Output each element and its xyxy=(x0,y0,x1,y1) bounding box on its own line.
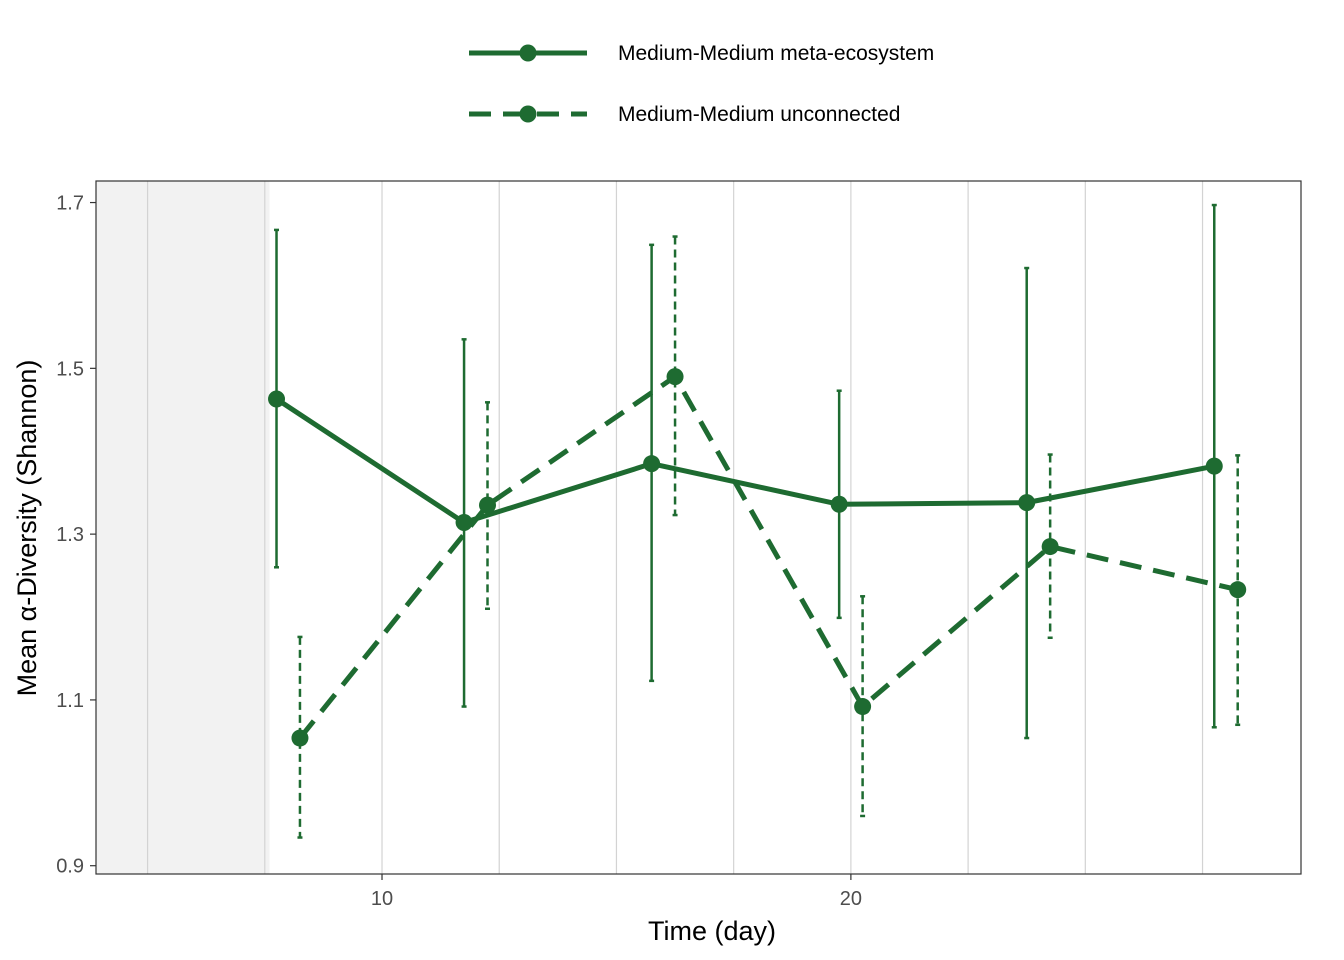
data-point xyxy=(268,390,286,408)
data-point xyxy=(1018,494,1036,512)
legend-key-point xyxy=(519,44,537,62)
data-point xyxy=(666,368,684,386)
data-point xyxy=(291,729,309,747)
y-tick-label: 1.7 xyxy=(56,193,84,215)
plot-area: 0.9 1.1 1.3 1.5 1.7 10 20 xyxy=(56,180,1302,910)
legend-label: Medium-Medium unconnected xyxy=(618,103,900,126)
data-point xyxy=(1229,581,1247,599)
series-line-1 xyxy=(275,396,1215,526)
shaded-region xyxy=(96,181,270,874)
data-point xyxy=(643,455,661,473)
x-axis-label: Time (day) xyxy=(648,916,776,946)
x-tick-label: 10 xyxy=(371,888,393,910)
y-tick-label: 1.3 xyxy=(56,524,84,546)
y-tick-label: 0.9 xyxy=(56,856,84,878)
data-point xyxy=(1205,457,1223,475)
x-tick-label: 20 xyxy=(840,888,862,910)
y-axis-label: Mean α-Diversity (Shannon) xyxy=(12,360,42,697)
legend: Medium-Medium meta-ecosystem Medium-Mediu… xyxy=(469,42,934,126)
legend-key-point xyxy=(519,105,537,123)
panel-border xyxy=(95,180,1302,875)
data-point xyxy=(455,514,473,532)
legend-label: Medium-Medium meta-ecosystem xyxy=(618,42,934,65)
data-point xyxy=(479,496,497,514)
data-point xyxy=(854,698,872,716)
y-tick-label: 1.5 xyxy=(56,358,84,380)
data-point xyxy=(1041,538,1059,556)
y-tick-label: 1.1 xyxy=(56,690,84,712)
series-line-2 xyxy=(298,374,1239,740)
data-point xyxy=(830,495,848,513)
